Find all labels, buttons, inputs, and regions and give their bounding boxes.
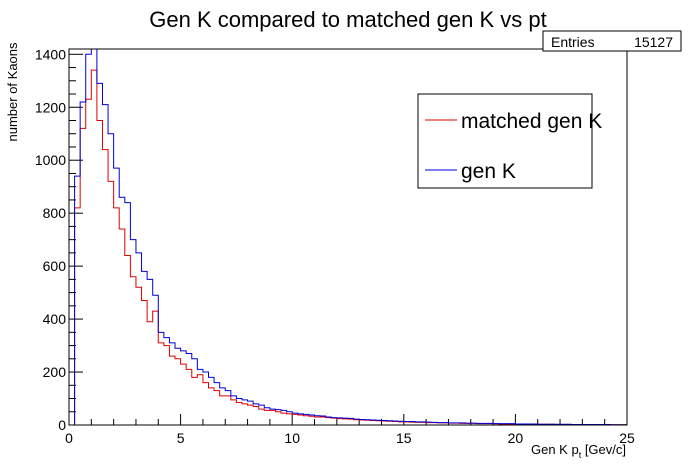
stats-box: Entries 15127	[542, 30, 682, 52]
x-tick-label: 25	[619, 430, 635, 446]
y-axis-label: number of Kaons	[5, 42, 20, 142]
chart-title: Gen K compared to matched gen K vs pt	[149, 7, 546, 32]
x-axis-label-unit: [Gev/c]	[581, 442, 626, 457]
series-layer	[69, 49, 627, 425]
x-tick-label: 5	[177, 430, 185, 446]
x-axis-label-subscript: t	[579, 450, 582, 460]
stats-box-frame	[542, 30, 682, 52]
x-tick-label: 10	[284, 430, 300, 446]
y-tick-label: 800	[43, 205, 67, 221]
y-tick-label: 400	[43, 311, 67, 327]
axes-group: 0 5 10 15 20 25 0 200 400 600 800 1000 1200 1400	[35, 46, 635, 446]
x-axis-label-main: Gen K p	[531, 442, 579, 457]
plot-frame	[68, 48, 628, 426]
series-1-histogram-line	[69, 49, 627, 425]
x-tick-label: 0	[65, 430, 73, 446]
legend-label: matched gen K	[461, 110, 602, 133]
stats-entries-value: 15127	[634, 34, 673, 50]
y-tick-label: 1200	[35, 99, 66, 115]
legend: matched gen K gen K	[417, 93, 602, 189]
legend-label: gen K	[461, 160, 516, 183]
y-tick-label: 1400	[35, 46, 66, 62]
legend-frame	[417, 93, 593, 189]
stats-entries-label: Entries	[551, 34, 595, 50]
y-tick-label: 600	[43, 258, 67, 274]
y-tick-label: 200	[43, 364, 67, 380]
x-axis-label: Gen K pt [Gev/c]	[531, 442, 626, 460]
x-tick-label: 20	[508, 430, 524, 446]
x-tick-label: 15	[396, 430, 412, 446]
series-clip-group	[69, 49, 627, 425]
y-tick-label: 1000	[35, 152, 66, 168]
y-tick-label: 0	[58, 417, 66, 433]
